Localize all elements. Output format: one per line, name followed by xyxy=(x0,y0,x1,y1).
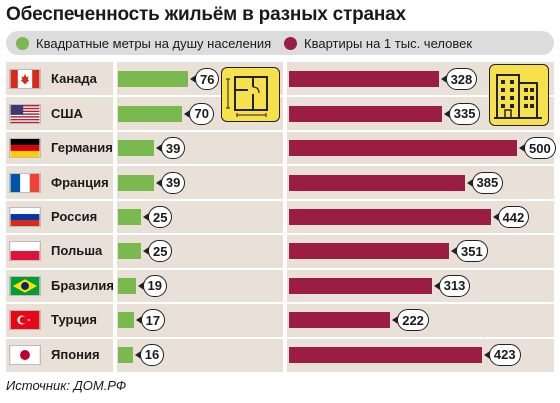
country-label: Франция xyxy=(51,174,109,190)
bar-apartments xyxy=(289,243,450,260)
country-label: Германия xyxy=(51,140,113,156)
floor-plan-icon xyxy=(221,67,280,122)
red-dot-icon xyxy=(284,36,297,50)
value-label-sqm: 17 xyxy=(135,309,166,332)
value-label-apartments: 423 xyxy=(483,343,521,366)
france-flag-icon xyxy=(9,172,41,193)
country-label: Канада xyxy=(51,71,97,87)
brazil-flag-icon xyxy=(9,275,41,296)
column-separator xyxy=(283,62,287,372)
turkey-flag-icon xyxy=(9,310,41,331)
bar-sqm xyxy=(118,71,188,88)
chart-title: Обеспеченность жильём в разных странах xyxy=(6,4,406,25)
bar-sqm xyxy=(118,174,154,191)
column-separator xyxy=(113,62,117,372)
country-label: Япония xyxy=(51,346,100,362)
value-label-apartments: 351 xyxy=(451,240,488,263)
bar-apartments xyxy=(289,105,442,122)
legend: Квадратные метры на душу населения Кварт… xyxy=(6,31,554,55)
value-label-sqm: 39 xyxy=(155,137,186,160)
bar-apartments xyxy=(289,174,465,191)
green-dot-icon xyxy=(16,36,29,50)
value-label-apartments: 385 xyxy=(466,171,504,194)
row-separator xyxy=(6,95,554,98)
row-separator xyxy=(6,267,554,270)
country-label: Россия xyxy=(51,209,98,224)
value-label-apartments: 328 xyxy=(440,68,478,91)
bar-apartments xyxy=(289,312,391,329)
row-separator xyxy=(6,233,554,236)
bar-sqm xyxy=(118,209,142,225)
source-note: Источник: ДОМ.РФ xyxy=(6,378,127,393)
value-label-apartments: 335 xyxy=(443,102,481,125)
legend-label-sqm: Квадратные метры на душу населения xyxy=(36,35,272,51)
value-label-sqm: 25 xyxy=(142,206,173,228)
bar-sqm xyxy=(118,243,142,260)
bar-sqm xyxy=(118,312,134,329)
country-label: США xyxy=(51,105,83,121)
country-label: Турция xyxy=(51,312,98,328)
value-label-sqm: 70 xyxy=(184,102,214,125)
bar-apartments xyxy=(289,346,482,363)
row-separator xyxy=(6,198,554,201)
bar-sqm xyxy=(118,140,154,157)
country-label: Бразилия xyxy=(51,277,114,293)
value-label-sqm: 25 xyxy=(142,240,173,263)
apartment-building-icon xyxy=(489,64,549,126)
japan-flag-icon xyxy=(9,344,41,365)
bar-sqm xyxy=(118,346,133,363)
value-label-sqm: 39 xyxy=(155,171,186,194)
bar-apartments xyxy=(289,71,439,88)
legend-label-apartments: Квартиры на 1 тыс. человек xyxy=(304,35,473,51)
usa-flag-icon xyxy=(9,103,41,124)
row-separator xyxy=(6,336,554,339)
row-separator xyxy=(6,129,554,132)
value-label-sqm: 76 xyxy=(189,68,220,91)
bar-sqm xyxy=(118,105,183,122)
legend-item-apartments: Квартиры на 1 тыс. человек xyxy=(284,31,472,55)
poland-flag-icon xyxy=(9,241,41,262)
value-label-apartments: 500 xyxy=(519,137,556,160)
canada-flag-icon xyxy=(9,69,41,90)
value-label-apartments: 313 xyxy=(433,274,471,297)
legend-item-sqm: Квадратные метры на душу населения xyxy=(16,31,271,55)
value-label-apartments: 442 xyxy=(492,206,530,228)
value-label-apartments: 222 xyxy=(392,309,429,332)
bar-apartments xyxy=(289,209,491,225)
row-separator xyxy=(6,164,554,167)
row-separator xyxy=(6,302,554,305)
value-label-sqm: 19 xyxy=(137,274,167,297)
russia-flag-icon xyxy=(9,207,41,227)
country-label: Польша xyxy=(51,243,103,259)
value-label-sqm: 16 xyxy=(134,343,165,366)
bar-apartments xyxy=(289,277,432,294)
bar-apartments xyxy=(289,140,517,157)
germany-flag-icon xyxy=(9,138,41,159)
bar-sqm xyxy=(118,277,136,294)
